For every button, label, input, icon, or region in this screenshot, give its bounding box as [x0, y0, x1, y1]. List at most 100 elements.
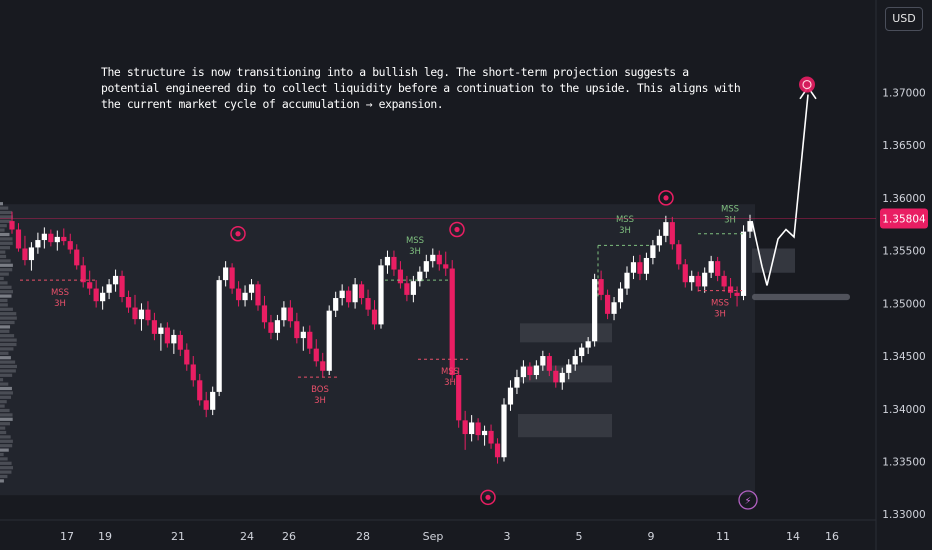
- candle-body: [87, 282, 93, 289]
- volume-bar: [0, 334, 15, 338]
- candle-body: [35, 240, 41, 248]
- volume-bar: [0, 404, 5, 408]
- volume-bar: [0, 272, 9, 276]
- candle-body: [585, 341, 591, 348]
- candle-body: [216, 280, 222, 392]
- candle-body: [598, 279, 604, 295]
- candle-body: [656, 235, 662, 246]
- y-tick-label: 1.33500: [882, 456, 925, 468]
- volume-bar: [0, 391, 13, 395]
- x-tick-label: 3: [504, 530, 511, 543]
- volume-bar: [0, 356, 11, 360]
- volume-bar: [0, 294, 12, 298]
- candle-body: [747, 221, 753, 232]
- candle-body: [715, 261, 721, 276]
- candle-body: [527, 366, 533, 376]
- candle-body: [333, 298, 339, 311]
- candle-body: [592, 279, 598, 342]
- candle-body: [184, 349, 190, 365]
- swing-marker-dot: [454, 226, 460, 233]
- y-tick-label: 1.35500: [882, 246, 925, 258]
- candle-body: [572, 356, 578, 365]
- candle-body: [391, 256, 397, 270]
- candle-body: [469, 422, 475, 435]
- x-tick-label: 24: [240, 530, 254, 543]
- volume-bar: [0, 224, 7, 228]
- structure-label: BOS: [311, 385, 329, 395]
- candle-body: [507, 387, 514, 405]
- volume-bar: [0, 474, 8, 479]
- candle-body: [223, 267, 229, 281]
- lightning-icon: ⚡: [744, 496, 751, 507]
- range-box: [0, 204, 755, 496]
- x-tick-label: 9: [648, 530, 655, 543]
- currency-button[interactable]: USD: [885, 7, 923, 31]
- volume-bar: [0, 369, 16, 373]
- target-marker: [799, 76, 815, 93]
- candle-body: [624, 272, 630, 289]
- candle-body: [676, 244, 682, 265]
- candle-body: [197, 380, 203, 401]
- volume-bar: [0, 417, 13, 421]
- candle-body: [274, 320, 281, 333]
- candle-body: [138, 309, 145, 320]
- candle-body: [371, 309, 378, 325]
- volume-bar: [0, 470, 12, 474]
- swing-marker-dot: [235, 231, 241, 237]
- volume-bar: [0, 342, 17, 347]
- candle-body: [358, 284, 365, 299]
- volume-profile: [0, 202, 17, 483]
- structure-timeframe: 3H: [714, 309, 726, 319]
- volume-bar: [0, 307, 13, 311]
- candle-body: [346, 290, 352, 303]
- candle-body: [300, 331, 306, 339]
- candle-body: [106, 284, 112, 293]
- volume-bar: [0, 413, 13, 417]
- volume-bar: [0, 259, 11, 263]
- candle-body: [294, 321, 300, 339]
- candle-body: [520, 366, 527, 378]
- candle-body: [242, 292, 248, 301]
- candle-body: [475, 422, 481, 436]
- candle-body: [112, 275, 119, 285]
- volume-bar: [0, 461, 12, 465]
- candle-body: [255, 284, 261, 306]
- volume-bar: [0, 246, 11, 250]
- candle-body: [410, 281, 416, 295]
- candle-body: [261, 305, 268, 323]
- candle-body: [22, 248, 28, 261]
- candle-body: [604, 294, 611, 314]
- volume-bar: [0, 281, 8, 285]
- y-tick-label: 1.33000: [882, 509, 925, 521]
- volume-bar: [0, 241, 13, 245]
- volume-bar: [0, 444, 13, 448]
- swing-marker-dot: [485, 494, 491, 500]
- candle-body: [566, 364, 572, 373]
- candle-body: [404, 283, 410, 295]
- candle-body: [417, 271, 423, 282]
- x-tick-label: 17: [60, 530, 74, 543]
- candle-body: [313, 348, 319, 362]
- demand-zone: [518, 414, 612, 438]
- candle-body: [611, 302, 617, 314]
- volume-bar: [0, 479, 4, 483]
- volume-bar: [0, 422, 10, 426]
- candle-body: [54, 236, 60, 243]
- candle-body: [28, 247, 35, 261]
- candle-body: [281, 307, 287, 321]
- projection-path: [751, 94, 809, 286]
- structure-label: MSS: [441, 367, 459, 377]
- y-tick-label: 1.37000: [882, 87, 925, 99]
- structure-label: MSS: [406, 236, 424, 246]
- candle-body: [125, 296, 132, 308]
- demand-zone: [520, 323, 612, 343]
- candle-body: [93, 288, 99, 302]
- candle-body: [650, 245, 656, 258]
- candle-body: [488, 430, 494, 444]
- volume-bar: [0, 395, 12, 399]
- volume-bar: [0, 351, 9, 355]
- candle-body: [145, 309, 151, 321]
- x-tick-label: 11: [716, 530, 730, 543]
- swing-marker: [230, 225, 246, 242]
